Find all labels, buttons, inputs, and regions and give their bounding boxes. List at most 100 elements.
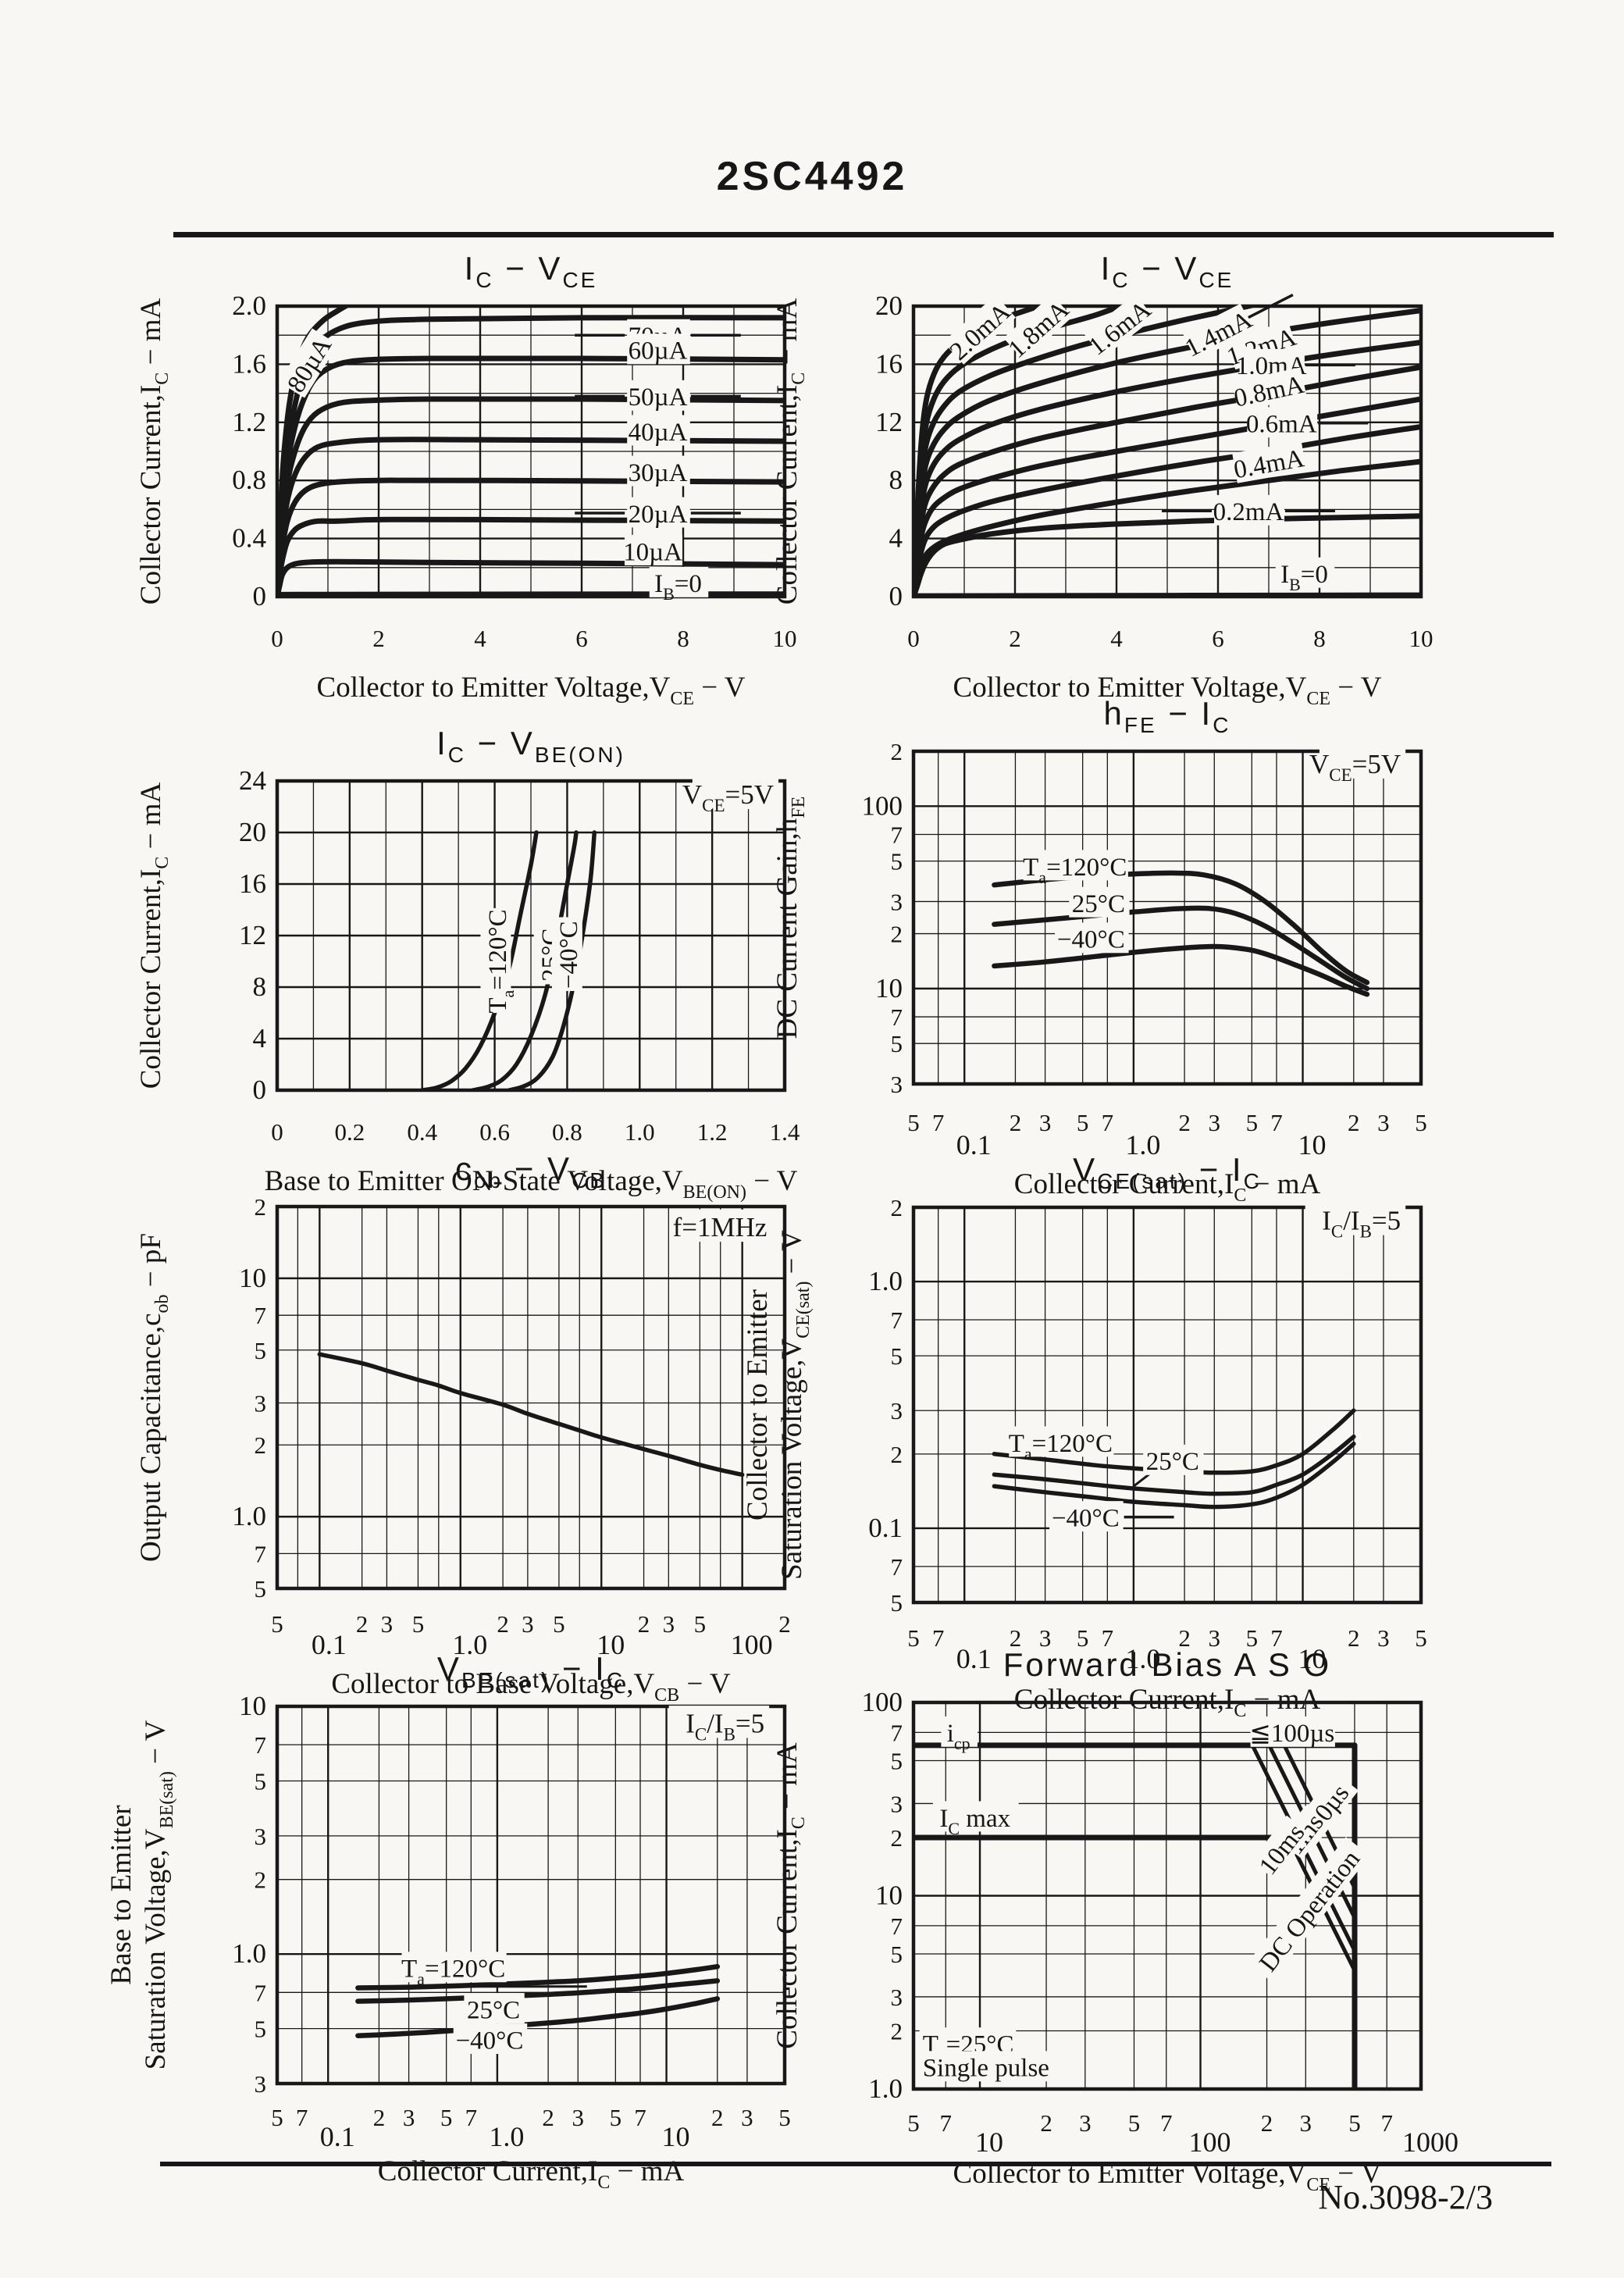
svg-text:10: 10	[1298, 1129, 1327, 1160]
svg-text:5: 5	[255, 1767, 267, 1795]
svg-text:2: 2	[255, 1866, 267, 1894]
label-25°C: 25°C	[1069, 886, 1130, 918]
chart-title: IC − VBE(ON)	[436, 725, 625, 767]
curve-Ta=120C	[419, 830, 539, 1090]
x-axis-title: Collector to Emitter Voltage,VCE − V	[953, 672, 1382, 709]
svg-text:3: 3	[891, 1397, 903, 1424]
svg-text:5: 5	[778, 2104, 791, 2131]
svg-text:5: 5	[1246, 1624, 1259, 1652]
svg-text:5: 5	[1348, 2109, 1361, 2137]
svg-text:3: 3	[891, 1790, 903, 1817]
y-axis-title: Collector Current,IC − mA	[135, 298, 173, 605]
y-axis-title: Saturation Voltage,VBE(sat) − V	[140, 1720, 177, 2069]
svg-text:5: 5	[1415, 1624, 1427, 1652]
svg-text:2: 2	[1348, 1624, 1360, 1652]
curves	[317, 1352, 745, 1478]
svg-text:4: 4	[889, 523, 903, 554]
svg-text:10: 10	[975, 2126, 1003, 2158]
grid	[277, 781, 785, 1090]
footer-rule	[160, 2162, 1551, 2166]
svg-text:3: 3	[255, 2070, 267, 2098]
svg-text:0: 0	[253, 1075, 267, 1105]
svg-text:0: 0	[253, 581, 267, 611]
svg-text:5: 5	[553, 1610, 565, 1638]
header-rule	[173, 232, 1554, 237]
svg-text:2.0: 2.0	[232, 291, 266, 321]
svg-text:0: 0	[907, 625, 920, 652]
svg-text:5: 5	[1077, 1624, 1089, 1652]
x-axis-title: Collector Current,IC − mA	[378, 2155, 685, 2193]
svg-text:12: 12	[875, 407, 903, 437]
svg-text:5: 5	[1415, 1109, 1427, 1136]
label-Single pulse: Single pulse	[919, 2051, 1074, 2083]
svg-text:5: 5	[412, 1610, 425, 1638]
svg-text:7: 7	[634, 2104, 646, 2131]
svg-text:2: 2	[356, 1610, 369, 1638]
svg-text:100: 100	[1189, 2126, 1231, 2158]
svg-text:2: 2	[711, 2104, 724, 2131]
svg-text:3: 3	[1377, 1624, 1390, 1652]
svg-text:3: 3	[1377, 1109, 1390, 1136]
svg-text:3: 3	[1039, 1624, 1052, 1652]
svg-text:7: 7	[296, 2104, 308, 2131]
label-−40°C: −40°C	[453, 2023, 528, 2055]
svg-text:0.8: 0.8	[232, 465, 266, 495]
svg-text:5: 5	[891, 1589, 903, 1617]
svg-text:2: 2	[778, 1610, 791, 1638]
svg-text:4: 4	[474, 625, 486, 652]
label-25°C: 25°C	[1143, 1444, 1204, 1476]
svg-text:3: 3	[891, 1071, 903, 1098]
svg-text:25°C: 25°C	[1146, 1448, 1199, 1476]
svg-text:2: 2	[1261, 2109, 1273, 2137]
svg-text:0.4: 0.4	[407, 1118, 437, 1146]
curve-25C	[992, 1434, 1356, 1496]
svg-text:3: 3	[381, 1610, 394, 1638]
svg-text:2: 2	[891, 738, 903, 765]
svg-text:0.2: 0.2	[334, 1118, 365, 1146]
svg-text:2: 2	[891, 2017, 903, 2044]
svg-text:1.4: 1.4	[770, 1118, 800, 1146]
label-Ta=120°C: Ta=120°C	[480, 907, 518, 1014]
curve-25C	[355, 1978, 721, 2004]
svg-text:5: 5	[255, 1337, 267, 1364]
svg-text:Ta=120°C: Ta=120°C	[484, 909, 518, 1013]
curve--40C	[992, 943, 1370, 997]
svg-text:1.0: 1.0	[232, 1938, 266, 1969]
label-Ta=120°C: Ta=120°C	[394, 1952, 587, 1989]
label-f=1MHz: f=1MHz	[673, 1209, 772, 1242]
svg-text:3: 3	[1209, 1624, 1221, 1652]
svg-text:2: 2	[1010, 1109, 1022, 1136]
svg-text:7: 7	[891, 821, 903, 848]
svg-text:3: 3	[1300, 2109, 1312, 2137]
svg-text:−40°C: −40°C	[1052, 1504, 1120, 1532]
chart-title: hFE − IC	[1104, 695, 1231, 737]
chart-title: IC − VCE	[465, 250, 598, 292]
svg-text:7: 7	[255, 1540, 267, 1567]
svg-text:50µA: 50µA	[629, 383, 688, 412]
curve--40C	[992, 1442, 1356, 1510]
svg-text:2: 2	[1009, 625, 1021, 652]
label-IC max: IC max	[932, 1801, 1019, 1838]
svg-text:5: 5	[255, 2016, 267, 2043]
svg-text:7: 7	[891, 1719, 903, 1746]
svg-text:10: 10	[662, 2121, 690, 2152]
label-50µA: 50µA	[575, 380, 741, 412]
svg-text:2: 2	[255, 1193, 267, 1221]
chart-title: cob − VCB	[455, 1150, 607, 1192]
svg-text:10: 10	[1298, 1643, 1327, 1674]
x-axis-title: Base to Emitter ON-State Voltage,VBE(ON)…	[265, 1165, 798, 1203]
svg-text:f=1MHz: f=1MHz	[673, 1212, 767, 1242]
svg-text:3: 3	[255, 1823, 267, 1850]
svg-text:5: 5	[907, 1109, 920, 1136]
svg-text:Ta=120°C: Ta=120°C	[401, 1955, 505, 1989]
svg-text:1.0: 1.0	[452, 1629, 487, 1660]
svg-text:4: 4	[1110, 625, 1123, 652]
part-number: 2SC4492	[716, 154, 908, 199]
label-25°C: 25°C	[464, 1993, 525, 2024]
svg-text:0: 0	[271, 1118, 283, 1146]
svg-text:IC max: IC max	[939, 1805, 1010, 1838]
svg-text:7: 7	[940, 2109, 953, 2137]
svg-text:1.0: 1.0	[1125, 1643, 1160, 1674]
